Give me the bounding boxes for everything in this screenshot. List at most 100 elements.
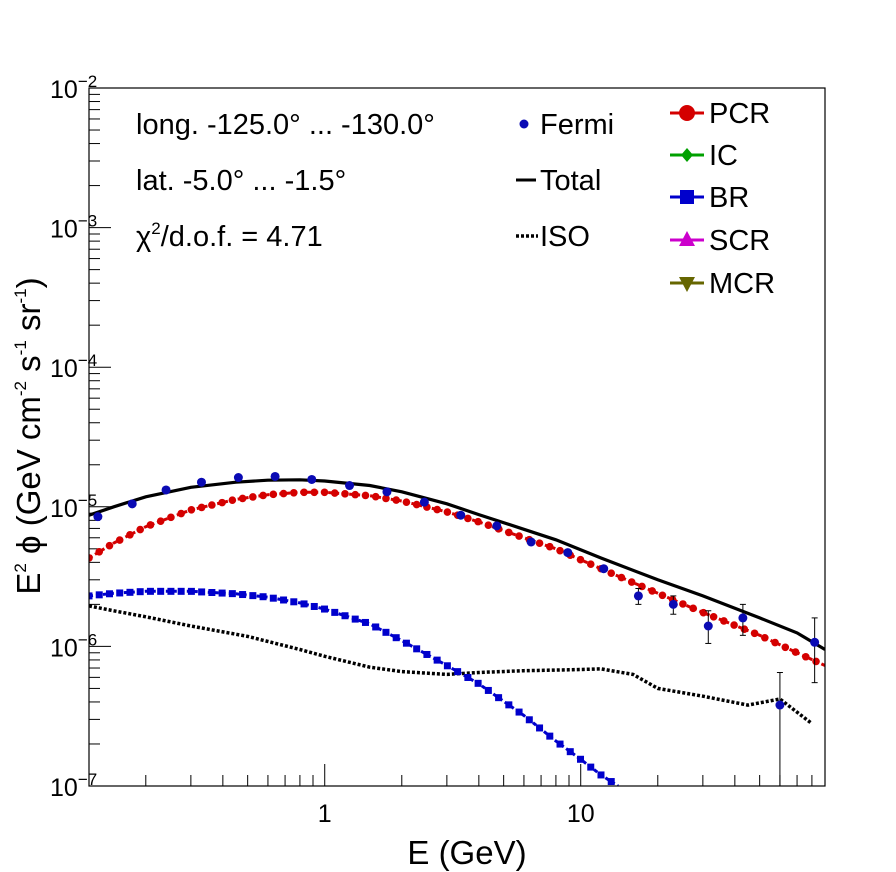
fermi-point bbox=[382, 487, 392, 497]
y-tick-label: 10−6 bbox=[50, 630, 97, 662]
fermi-point bbox=[703, 621, 713, 631]
y-tick-label: 10−2 bbox=[50, 72, 97, 104]
pcr-marker bbox=[720, 617, 728, 625]
y-tick-label: 10−7 bbox=[50, 770, 97, 802]
fermi-point bbox=[668, 599, 678, 609]
pcr-marker bbox=[279, 489, 288, 498]
x-axis-title: E (GeV) bbox=[407, 834, 526, 871]
legend-marker-pcr bbox=[679, 105, 695, 121]
fermi-point bbox=[563, 548, 573, 558]
legend-marker-scr bbox=[679, 231, 695, 246]
pcr-marker bbox=[249, 493, 257, 501]
series-layer bbox=[89, 471, 825, 786]
fermi-point bbox=[775, 700, 785, 710]
fermi-point bbox=[456, 510, 466, 520]
pcr-marker bbox=[771, 638, 779, 647]
br-marker bbox=[423, 650, 431, 658]
y-tick-label: 10−3 bbox=[50, 212, 97, 244]
pcr-marker bbox=[177, 509, 185, 518]
legend-marker-br bbox=[680, 190, 694, 204]
pcr-marker bbox=[392, 496, 400, 504]
fermi-point bbox=[270, 471, 280, 481]
br-marker bbox=[187, 587, 195, 595]
pcr-marker bbox=[105, 541, 114, 550]
pcr-marker bbox=[341, 490, 349, 498]
br-marker bbox=[515, 708, 523, 716]
pcr-marker bbox=[679, 600, 687, 608]
y-tick-label: 10−5 bbox=[50, 491, 97, 523]
legend-right: PCR IC BR SCR MCR bbox=[670, 98, 775, 300]
pcr-marker bbox=[474, 517, 482, 526]
legend-label-ic: IC bbox=[709, 140, 738, 172]
pcr-marker bbox=[627, 578, 636, 586]
br-marker bbox=[146, 587, 154, 595]
pcr-marker bbox=[433, 505, 441, 514]
pcr-marker bbox=[791, 648, 800, 656]
latitude-annotation: lat. -5.0° ... -1.5° bbox=[136, 165, 346, 197]
pcr-marker bbox=[709, 613, 718, 621]
pcr-marker bbox=[218, 498, 226, 507]
br-marker bbox=[433, 656, 441, 664]
fermi-point bbox=[633, 591, 643, 601]
fermi-point bbox=[196, 477, 206, 487]
legend-marker-ic bbox=[681, 148, 693, 162]
pcr-marker bbox=[136, 525, 144, 534]
pcr-marker bbox=[586, 560, 595, 569]
br-marker bbox=[372, 623, 380, 631]
pcr-marker bbox=[167, 513, 175, 522]
br-marker bbox=[95, 591, 103, 599]
y-axis-title: E2 ϕ (GeV cm-2 s-1 sr-1) bbox=[10, 277, 47, 594]
legend-label-br: BR bbox=[709, 182, 749, 214]
br-marker bbox=[484, 686, 492, 694]
fermi-point bbox=[419, 497, 429, 507]
pcr-marker bbox=[412, 500, 421, 509]
legend-marker-mcr bbox=[679, 277, 695, 292]
pcr-marker bbox=[238, 494, 247, 503]
br-marker bbox=[525, 716, 533, 724]
pcr-marker bbox=[648, 587, 656, 595]
fermi-point bbox=[738, 613, 748, 623]
longitude-annotation: long. -125.0° ... -130.0° bbox=[136, 109, 435, 141]
br-marker bbox=[495, 694, 503, 702]
pcr-marker bbox=[556, 546, 564, 555]
br-marker bbox=[556, 740, 564, 748]
pcr-marker bbox=[730, 621, 738, 629]
br-marker bbox=[546, 732, 554, 740]
pcr-marker bbox=[464, 514, 472, 523]
pcr-marker bbox=[658, 591, 667, 600]
fermi-point bbox=[93, 512, 103, 522]
fermi-point bbox=[526, 537, 536, 547]
br-marker bbox=[218, 589, 226, 597]
br-marker bbox=[505, 701, 513, 709]
br-marker bbox=[443, 662, 451, 670]
pcr-marker bbox=[289, 488, 298, 497]
br-marker bbox=[249, 592, 257, 600]
pcr-marker bbox=[89, 554, 93, 562]
br-marker bbox=[269, 594, 277, 602]
pcr-marker bbox=[535, 539, 544, 547]
pcr-marker bbox=[351, 490, 360, 499]
br-marker bbox=[321, 605, 329, 613]
br-marker bbox=[198, 588, 206, 596]
pcr-marker bbox=[187, 505, 196, 514]
br-marker bbox=[454, 668, 462, 676]
pcr-marker bbox=[545, 542, 554, 551]
pcr-marker bbox=[402, 498, 411, 506]
pcr-marker bbox=[617, 573, 626, 582]
pcr-marker bbox=[126, 530, 134, 539]
tick-labels: 1 10 10−7 10−6 10−5 10−4 10−3 10−2 bbox=[50, 72, 595, 828]
pcr-marker bbox=[300, 488, 308, 497]
br-marker bbox=[402, 639, 410, 647]
x-tick-label: 1 bbox=[318, 800, 332, 828]
legend-label-mcr: MCR bbox=[709, 268, 775, 300]
br-marker bbox=[392, 634, 400, 642]
pcr-marker bbox=[330, 489, 339, 497]
pcr-marker bbox=[320, 488, 329, 497]
legend-label-iso: ISO bbox=[540, 221, 590, 253]
pcr-marker bbox=[382, 494, 390, 503]
br-marker bbox=[382, 628, 390, 636]
fermi-point bbox=[161, 485, 171, 495]
br-marker bbox=[577, 755, 585, 763]
br-marker bbox=[157, 587, 165, 595]
